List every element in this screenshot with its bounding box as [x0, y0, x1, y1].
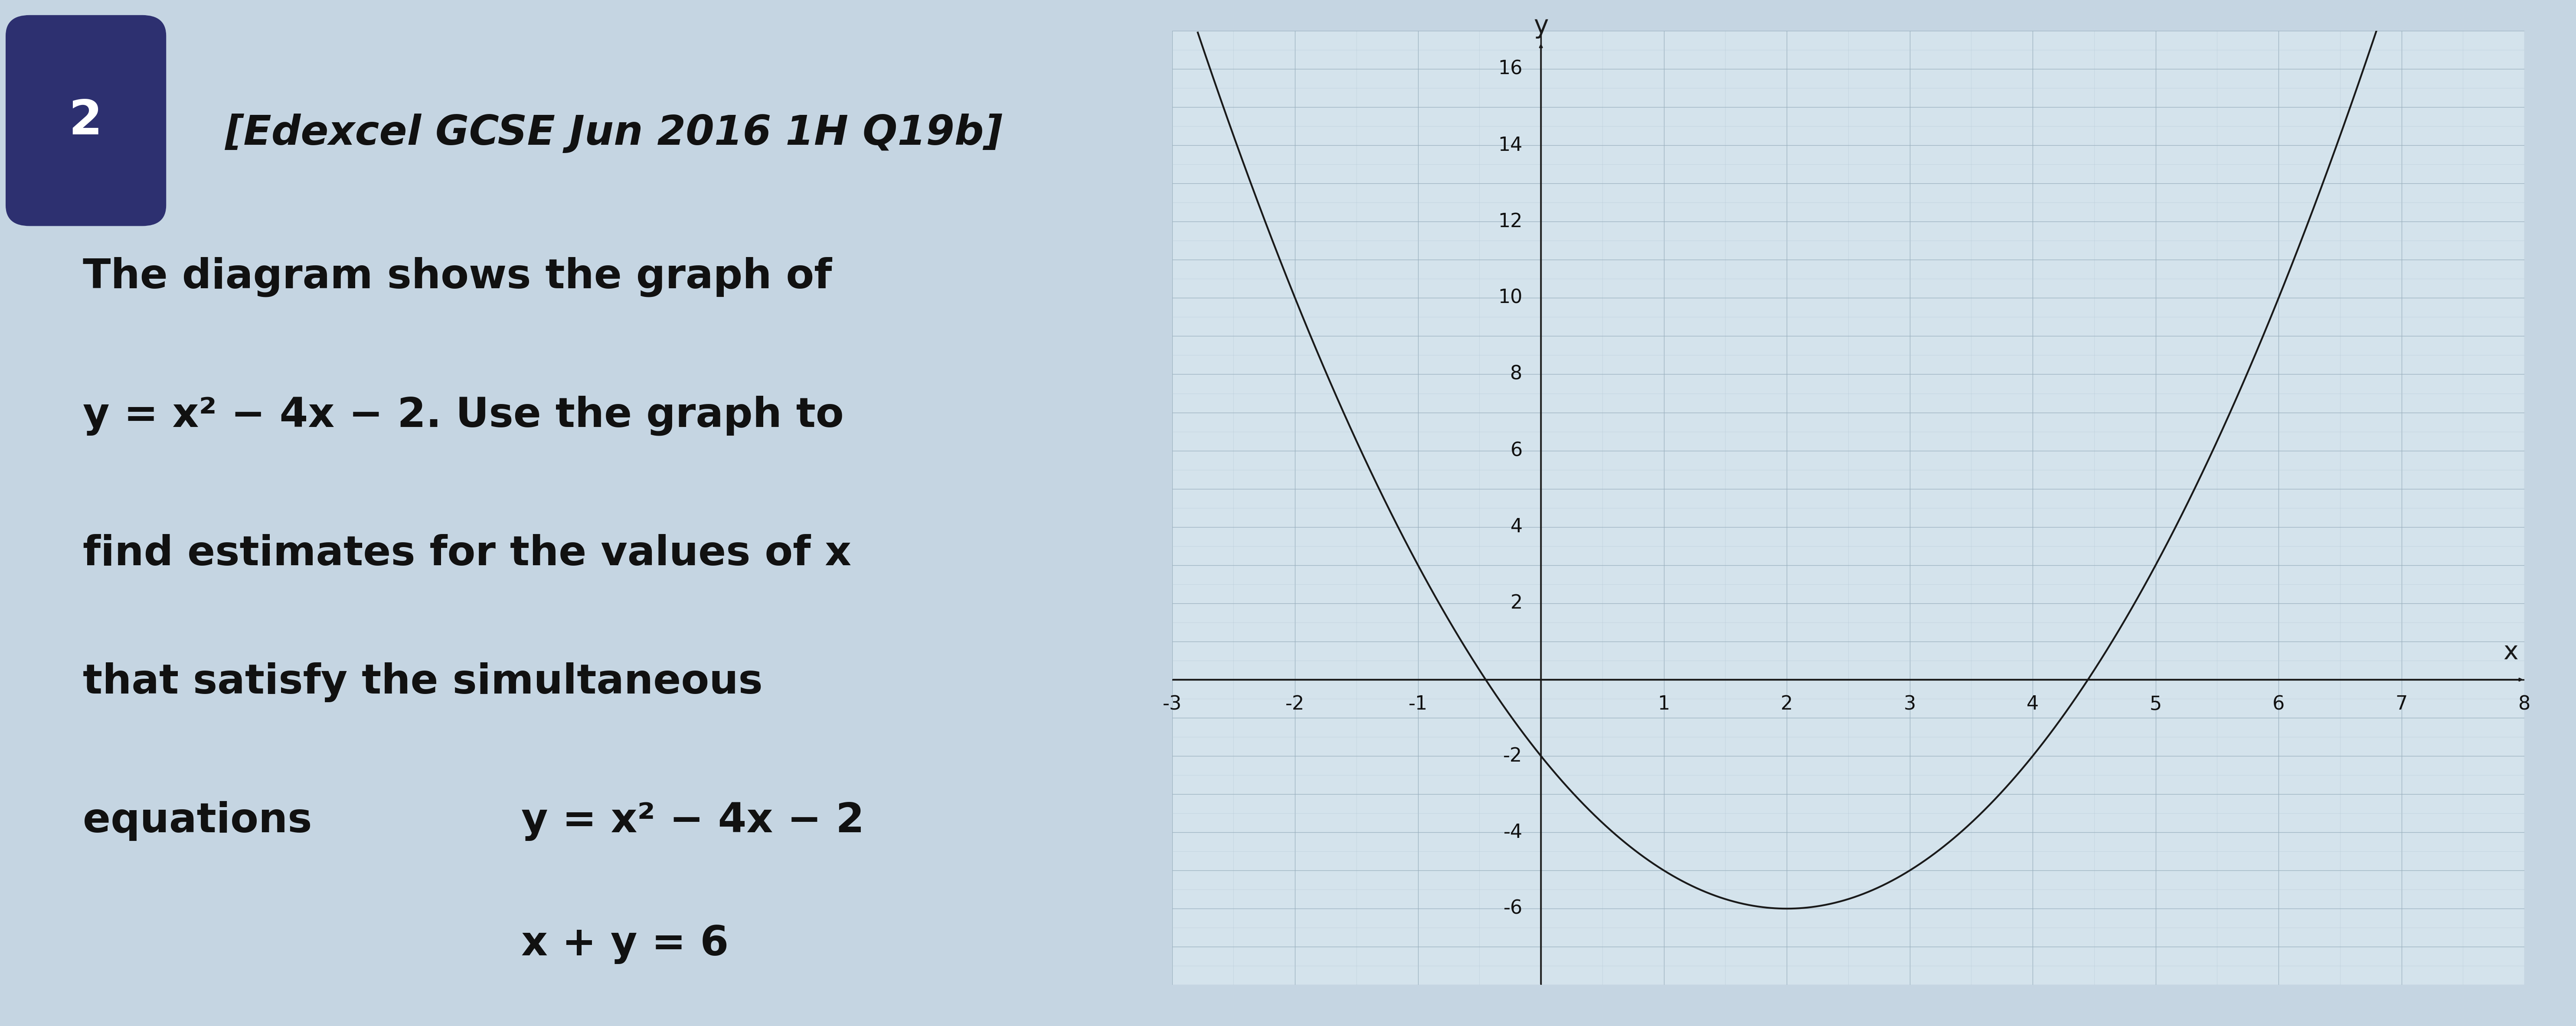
Text: x + y = 6: x + y = 6 [520, 924, 729, 963]
Text: [Edexcel GCSE Jun 2016 1H Q19b]: [Edexcel GCSE Jun 2016 1H Q19b] [224, 114, 1002, 153]
Text: 6: 6 [1510, 441, 1522, 460]
Text: 2: 2 [1780, 695, 1793, 713]
Text: 4: 4 [1510, 518, 1522, 537]
Text: 14: 14 [1499, 136, 1522, 155]
Text: 16: 16 [1499, 60, 1522, 78]
Text: 10: 10 [1499, 288, 1522, 307]
Text: 4: 4 [2027, 695, 2038, 713]
Text: 7: 7 [2396, 695, 2409, 713]
FancyBboxPatch shape [5, 15, 165, 226]
Text: 12: 12 [1497, 212, 1522, 231]
Text: The diagram shows the graph of: The diagram shows the graph of [82, 256, 832, 298]
Text: y = x² − 4x − 2. Use the graph to: y = x² − 4x − 2. Use the graph to [82, 395, 845, 436]
Text: 2: 2 [70, 97, 103, 145]
Text: y = x² − 4x − 2: y = x² − 4x − 2 [520, 801, 866, 840]
Text: -1: -1 [1409, 695, 1427, 713]
Text: 1: 1 [1659, 695, 1669, 713]
Text: find estimates for the values of x: find estimates for the values of x [82, 535, 853, 574]
Text: 2: 2 [1510, 594, 1522, 613]
Text: y: y [1533, 13, 1548, 38]
Text: 5: 5 [2148, 695, 2161, 713]
Text: -3: -3 [1162, 695, 1182, 713]
Text: x: x [2504, 639, 2519, 665]
Text: equations: equations [82, 801, 312, 840]
Text: -2: -2 [1285, 695, 1303, 713]
Text: -6: -6 [1504, 900, 1522, 918]
Text: -4: -4 [1504, 823, 1522, 841]
Text: that satisfy the simultaneous: that satisfy the simultaneous [82, 663, 762, 702]
Text: 3: 3 [1904, 695, 1917, 713]
Text: 8: 8 [1510, 365, 1522, 384]
Text: 6: 6 [2272, 695, 2285, 713]
Text: -2: -2 [1504, 747, 1522, 765]
Text: 8: 8 [2519, 695, 2530, 713]
